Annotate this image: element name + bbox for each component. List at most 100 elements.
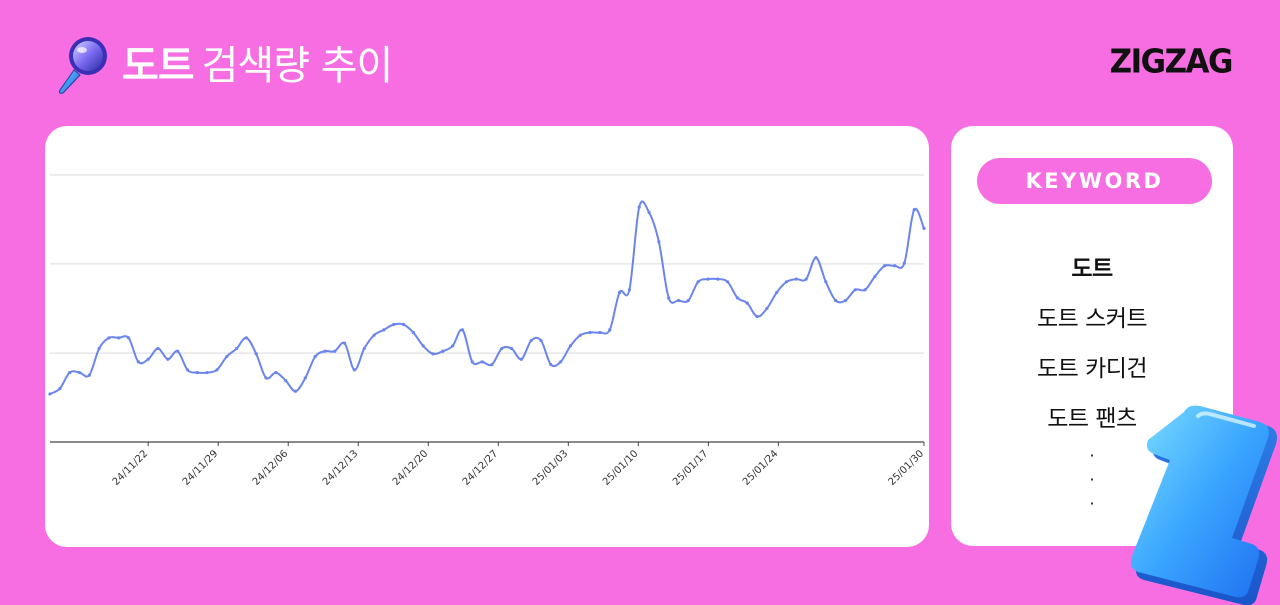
x-tick-label: 24/11/22 [111, 448, 151, 488]
page-title: 도트 검색량 추이 [122, 40, 394, 92]
data-point [205, 370, 209, 375]
title-keyword: 도트 [122, 43, 195, 89]
data-point [657, 240, 661, 244]
data-point [451, 344, 455, 348]
data-point [608, 328, 612, 332]
data-point [333, 349, 337, 353]
data-point [706, 277, 710, 281]
data-point [873, 274, 877, 279]
title-suffix: 검색량 추이 [201, 43, 394, 89]
data-point [441, 349, 445, 353]
data-point [352, 368, 357, 372]
data-point [725, 280, 730, 284]
data-point [68, 370, 72, 375]
data-point [755, 314, 759, 319]
data-point [716, 277, 720, 281]
data-point [382, 328, 386, 332]
data-point [470, 360, 474, 364]
data-point [313, 354, 317, 359]
data-point [824, 280, 828, 284]
x-tick-label: 25/01/30 [887, 448, 927, 488]
data-point [509, 346, 514, 351]
data-point [627, 288, 631, 292]
more-dot: · [1089, 446, 1095, 465]
data-point [804, 277, 808, 281]
data-point [323, 349, 327, 353]
data-point [156, 346, 160, 351]
x-tick-label: 25/01/10 [601, 448, 641, 488]
data-point [529, 338, 533, 343]
data-point [303, 376, 307, 380]
data-point [598, 330, 602, 335]
keyword-item-dot[interactable]: 도트 [1071, 256, 1113, 282]
x-tick-label: 25/01/24 [741, 448, 781, 488]
data-point [814, 256, 818, 260]
data-point [166, 357, 170, 361]
data-point [578, 333, 582, 337]
x-tick-label: 24/12/20 [391, 448, 431, 488]
data-point [617, 290, 622, 295]
data-point [676, 298, 681, 303]
data-point [686, 298, 690, 303]
keyword-item-dot-pants[interactable]: 도트 팬츠 [1047, 406, 1137, 432]
data-point [922, 226, 926, 230]
keyword-heading-badge: KEYWORD [977, 158, 1212, 204]
data-point [215, 368, 219, 372]
data-point [784, 280, 789, 284]
brand-logo: ZIGZAG [1109, 43, 1234, 81]
data-point [87, 373, 91, 377]
data-point [637, 205, 641, 209]
data-point [775, 290, 779, 295]
x-tick-label: 25/01/03 [531, 448, 571, 488]
keyword-item-dot-cardigan[interactable]: 도트 카디건 [1036, 356, 1148, 382]
data-point [176, 349, 180, 353]
search-volume-chart: 24/11/22 24/11/29 24/12/06 24/12/13 24/12/20… [48, 174, 927, 488]
data-point [431, 352, 435, 356]
data-point [284, 378, 288, 383]
data-point [293, 389, 298, 393]
data-point [421, 344, 425, 348]
data-point [244, 336, 249, 340]
data-point [883, 264, 887, 268]
data-point [274, 370, 278, 375]
more-indicator: · · · [951, 444, 1233, 516]
data-point [568, 344, 573, 348]
data-point [460, 328, 465, 332]
x-tick-label: 24/12/06 [251, 448, 291, 488]
x-tick-label: 24/12/27 [461, 448, 501, 488]
x-tick-label: 24/11/29 [181, 448, 221, 488]
data-point [843, 298, 848, 303]
data-point [254, 352, 258, 356]
data-point [195, 370, 199, 375]
data-point [696, 280, 700, 284]
data-point [500, 346, 504, 351]
data-point [549, 362, 553, 367]
data-point [77, 370, 82, 375]
data-point [234, 346, 239, 351]
data-point [834, 298, 838, 303]
data-point [519, 357, 523, 361]
data-point [185, 368, 190, 372]
more-dot: · [1089, 494, 1095, 513]
data-point [667, 296, 671, 300]
data-point [48, 392, 52, 396]
data-point [126, 336, 131, 340]
data-point [225, 354, 229, 359]
data-point [765, 306, 769, 311]
data-point [136, 360, 140, 364]
x-tick-label: 25/01/17 [671, 448, 711, 488]
data-point [490, 362, 494, 367]
data-point [588, 330, 592, 335]
data-point [912, 208, 916, 212]
data-point [863, 288, 867, 292]
keyword-item-dot-skirt[interactable]: 도트 스커트 [1036, 306, 1148, 332]
more-dot: · [1089, 470, 1095, 489]
x-tick-label: 24/12/13 [321, 448, 361, 488]
chart-card: 24/11/22 24/11/29 24/12/06 24/12/13 24/12/20… [45, 126, 929, 547]
data-point [794, 277, 798, 281]
data-point [117, 336, 121, 340]
data-point [264, 376, 268, 380]
data-point [559, 360, 563, 364]
data-point [902, 261, 906, 265]
data-point [401, 322, 406, 327]
